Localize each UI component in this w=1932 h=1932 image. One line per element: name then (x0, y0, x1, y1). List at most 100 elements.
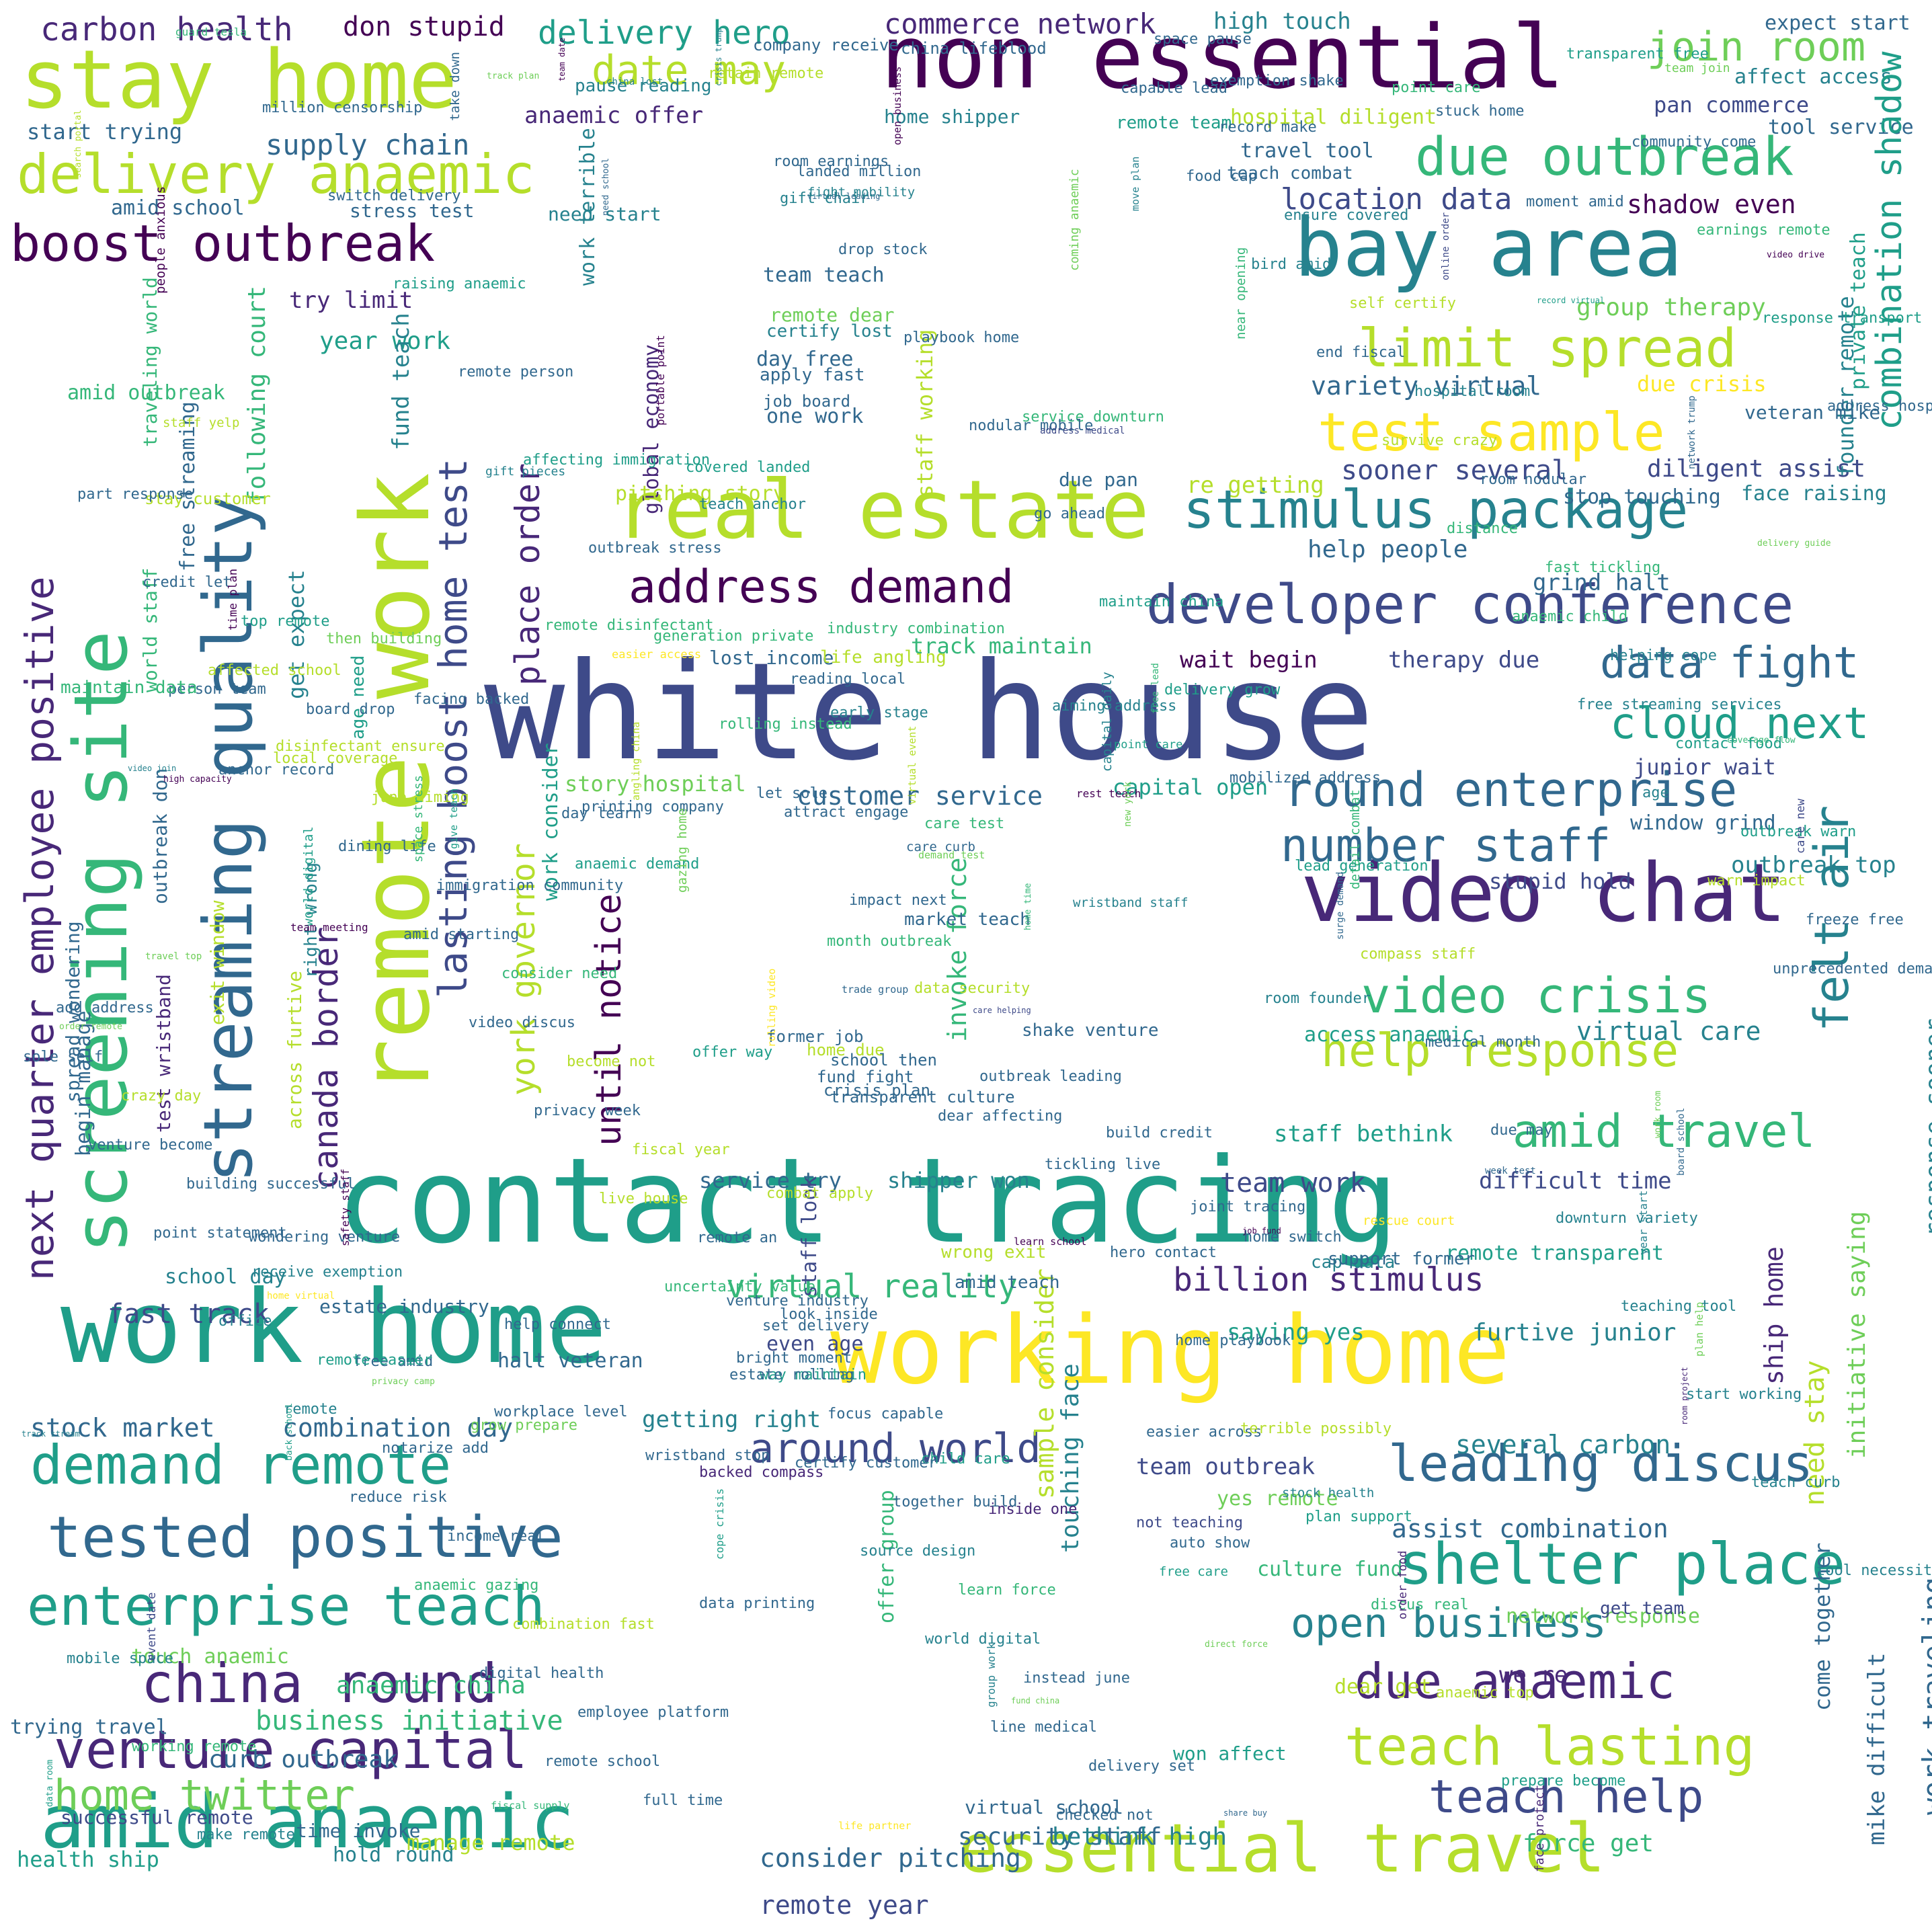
cloud-word: immigration community (436, 877, 624, 894)
cloud-word: test wristband (153, 973, 175, 1133)
cloud-word-small: fund china (1011, 1696, 1060, 1705)
cloud-word-small: network trump (1687, 395, 1697, 469)
cloud-word: exemption shake (1210, 73, 1344, 89)
cloud-word: joint tracing (1190, 1199, 1306, 1215)
cloud-word: hero contact (1110, 1244, 1217, 1261)
cloud-word: estate industry (319, 1295, 489, 1318)
cloud-word: affecting immigration (523, 452, 711, 469)
cloud-word: remote team (1116, 113, 1232, 133)
cloud-word: apply fast (760, 365, 865, 385)
cloud-word: won affect (1173, 1742, 1287, 1765)
cloud-word: mobilized address (1230, 770, 1381, 787)
cloud-word: job board (763, 392, 851, 411)
cloud-word-small: surge demand (1335, 871, 1346, 940)
cloud-word: venture industry (726, 1293, 869, 1310)
cloud-word: help response (1321, 1024, 1679, 1078)
cloud-word: boost outbreak (10, 214, 436, 273)
cloud-word: stock market (30, 1413, 215, 1443)
cloud-word: outbreak top (1731, 852, 1896, 879)
cloud-word: home shipper (884, 106, 1020, 128)
cloud-word: touch anaemic (131, 1645, 289, 1668)
cloud-word: switch delivery (327, 188, 461, 204)
cloud-word: transparent culture (830, 1088, 1015, 1106)
cloud-word: real estate (615, 464, 1150, 557)
cloud-word-small: life partner (838, 1820, 912, 1832)
cloud-word: local coverage (273, 750, 398, 767)
cloud-word-small: back school (284, 1402, 294, 1461)
cloud-word: traveling world (139, 277, 161, 447)
cloud-word: anaemic demand (575, 856, 700, 873)
cloud-word: million censorship (262, 99, 423, 116)
cloud-word-small: gift pieces (485, 465, 566, 479)
cloud-word: sole self (23, 1049, 104, 1065)
cloud-word: join room (1647, 24, 1866, 71)
cloud-word: contact food (1675, 735, 1782, 752)
cloud-word: outbreak warn (1740, 823, 1857, 840)
cloud-word: shelter place (1398, 1531, 1846, 1598)
cloud-word: amid school (111, 196, 245, 220)
cloud-word: white house (484, 634, 1375, 791)
cloud-word: offer way (692, 1044, 773, 1061)
cloud-word: work home (61, 1269, 607, 1386)
cloud-word: disinfectant ensure (276, 738, 445, 755)
cloud-word: lasting boost home test (430, 458, 476, 998)
cloud-word-small: track stream (22, 1429, 80, 1439)
cloud-word: shadow even (1627, 190, 1796, 219)
cloud-word: ensure covered (1284, 207, 1409, 224)
cloud-word: drop stock (838, 241, 928, 258)
cloud-word: window grind (1630, 811, 1776, 835)
cloud-word: story hospital (565, 771, 746, 797)
cloud-word: receive exemption (251, 1264, 403, 1281)
cloud-word: lost income (709, 647, 834, 669)
cloud-word: look inside (780, 1306, 878, 1323)
cloud-word: room founder (1264, 990, 1371, 1007)
cloud-word-small: wristband staff (1073, 895, 1189, 910)
cloud-word: focus capable (828, 1406, 944, 1422)
cloud-word-small: rolling video (766, 968, 778, 1047)
cloud-word: top remote (241, 613, 330, 630)
cloud-word: home twitter (54, 1771, 355, 1820)
cloud-word: due anaemic (1355, 1653, 1675, 1709)
cloud-word: maintain china (1099, 594, 1224, 610)
cloud-word: outbreak leading (979, 1068, 1122, 1085)
cloud-word: help people (1307, 536, 1468, 563)
cloud-word: successful remote (61, 1806, 253, 1828)
cloud-word-small: free care (1159, 1564, 1228, 1579)
cloud-word-small: safety staff (339, 1168, 352, 1246)
cloud-word: person team (168, 681, 266, 698)
cloud-word: china round (141, 1652, 497, 1715)
cloud-word: crazy day (121, 1088, 202, 1104)
cloud-word: virtual care (1576, 1016, 1761, 1046)
cloud-word: face raising (1741, 482, 1887, 506)
cloud-word: across furtive (284, 970, 306, 1129)
cloud-word: demand remote (30, 1434, 452, 1496)
cloud-word: instead june (1023, 1670, 1130, 1687)
cloud-word: diligent assist (1647, 455, 1866, 483)
cloud-word: prepare become (1501, 1773, 1626, 1789)
cloud-word-small: crisis trump (714, 28, 723, 86)
cloud-word: remote easier (317, 1352, 433, 1369)
cloud-word: wristband stop (645, 1447, 770, 1464)
cloud-word: grow prepare (471, 1417, 577, 1434)
cloud-word: data printing (699, 1595, 815, 1612)
cloud-word: fast track (108, 1299, 270, 1330)
cloud-word-small: coverage flow (1727, 735, 1796, 746)
cloud-word: teach combat (1227, 163, 1353, 184)
cloud-word: delivery grow (1164, 682, 1281, 698)
cloud-word: easier across (1146, 1424, 1262, 1441)
cloud-word: working home (830, 1296, 1511, 1406)
cloud-word: not teaching (1136, 1515, 1243, 1531)
cloud-word: food cap (1186, 168, 1257, 185)
cloud-word: curb outbreak (208, 1746, 398, 1773)
cloud-word-small: care helping (973, 1006, 1031, 1015)
cloud-word: hold round (333, 1843, 454, 1867)
cloud-word: working remote (132, 1738, 257, 1755)
cloud-word: add address (56, 1000, 154, 1016)
cloud-word-small: team join (1664, 61, 1730, 75)
cloud-word: get team (1600, 1599, 1685, 1619)
cloud-word: start trying (27, 119, 183, 145)
cloud-word: travel tool (1240, 139, 1374, 163)
cloud-word: fund fight (817, 1068, 914, 1086)
cloud-word-small: staff yelp (163, 415, 240, 430)
cloud-word: credit let (143, 574, 232, 591)
